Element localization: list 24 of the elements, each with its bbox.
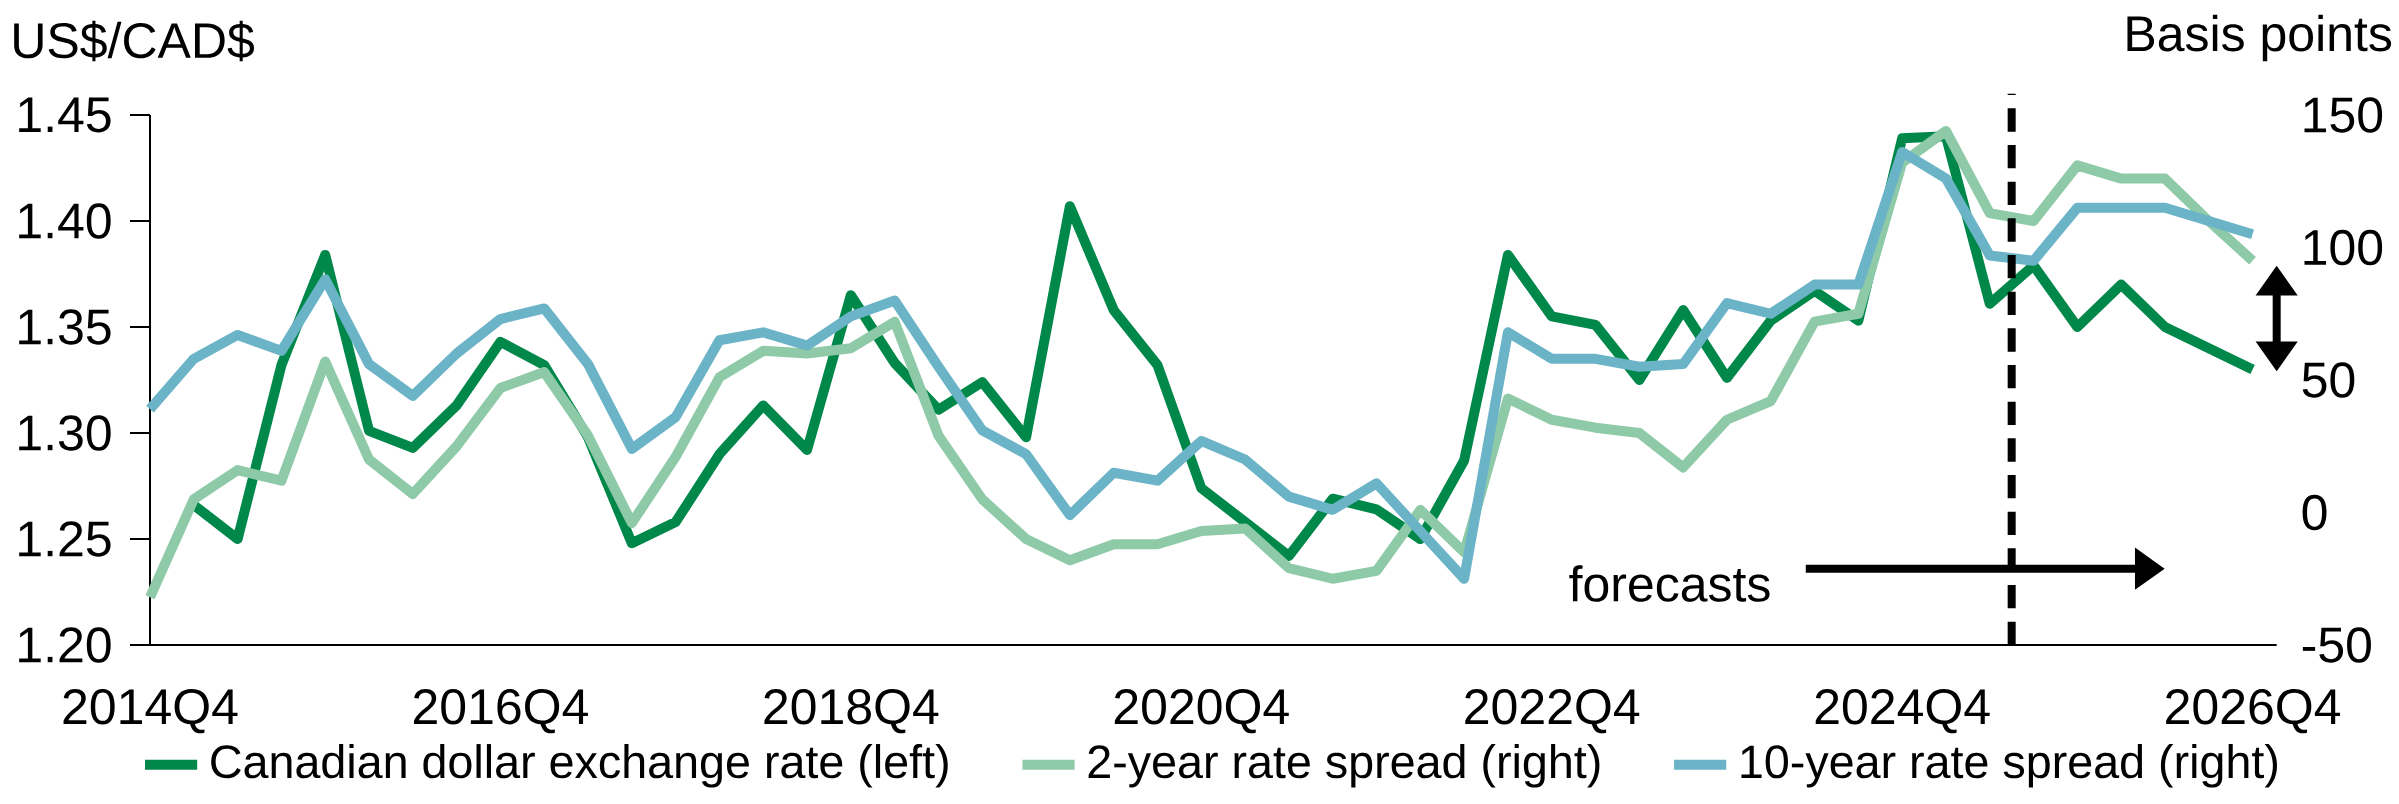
- legend-label: 2-year rate spread (right): [1088, 744, 1600, 788]
- legend-label: 10-year rate spread (right): [1741, 744, 2277, 788]
- legend-label: Canadian dollar exchange rate (left): [211, 744, 948, 788]
- x-tick-label: 2022Q4: [1465, 688, 1640, 734]
- y-tick-label: 1.20: [19, 627, 111, 663]
- x-tick-label: 2014Q4: [63, 688, 238, 734]
- y2-axis-title: Basis points: [2127, 14, 2392, 62]
- y-tick-label: 1.35: [19, 309, 111, 345]
- y2-tick-label: 150: [2304, 97, 2383, 133]
- y-tick-label: 1.30: [19, 415, 111, 451]
- y2-tick-label: -50: [2302, 627, 2371, 663]
- y2-tick-label: 50: [2302, 362, 2355, 398]
- y2-tick-label: 0: [2302, 494, 2327, 531]
- x-tick-label: 2026Q4: [2166, 688, 2341, 734]
- x-tick-label: 2016Q4: [413, 688, 588, 734]
- y-tick-label: 1.45: [19, 97, 111, 133]
- x-tick-label: 2024Q4: [1815, 688, 1990, 734]
- y-axis-title: US$/CAD$: [14, 20, 254, 62]
- x-tick-label: 2018Q4: [764, 688, 939, 734]
- annotation: forecasts: [1569, 565, 1770, 602]
- y-tick-label: 1.40: [19, 203, 111, 239]
- y2-tick-label: 100: [2304, 229, 2383, 266]
- y-tick-label: 1.25: [19, 521, 111, 557]
- x-tick-label: 2020Q4: [1114, 688, 1289, 734]
